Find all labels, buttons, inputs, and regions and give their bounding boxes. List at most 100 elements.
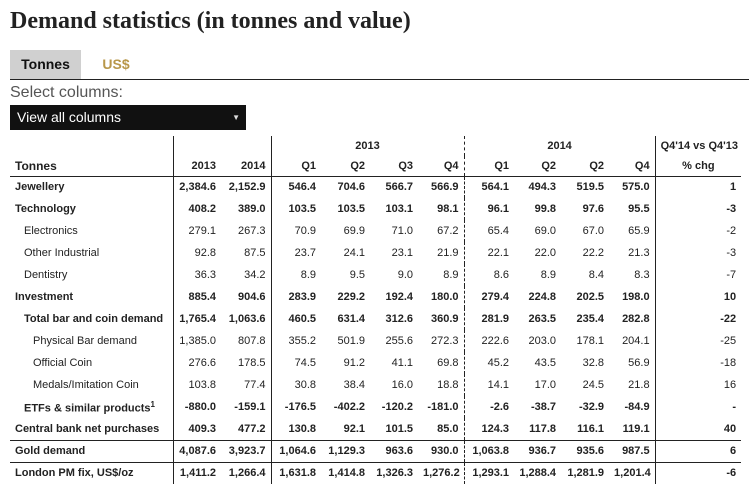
table-cell: 74.5	[270, 352, 321, 374]
row-label: Technology	[10, 198, 173, 220]
table-cell: 281.9	[463, 308, 515, 330]
table-cell: 130.8	[270, 418, 321, 440]
table-cell: 8.3	[634, 269, 650, 281]
table-cell: 1,326.3	[370, 461, 418, 484]
table-cell: 409.3	[172, 418, 221, 440]
table-cell: -32.9	[578, 401, 605, 413]
table-cell: 87.5	[244, 247, 266, 259]
table-cell: 21.9	[437, 247, 459, 259]
table-row: Physical Bar demand 1,385.0 807.8 355.2 501.…	[10, 330, 742, 352]
table-cell: 276.6	[172, 352, 221, 374]
table-cell: 807.8	[237, 335, 266, 347]
table-cell: 21.3	[628, 247, 650, 259]
table-cell: 222.6	[463, 330, 515, 352]
table-cell: 85.0	[437, 422, 459, 435]
table-cell: 97.6	[582, 203, 605, 215]
table-cell: 963.6	[370, 439, 418, 462]
table-cell: 389.0	[237, 203, 266, 215]
table-cell: 96.1	[463, 198, 515, 220]
table-cell: 8.4	[588, 269, 605, 281]
table-header-row-groups: 2013 2014 Q4'14 vs Q4'13	[10, 136, 742, 156]
table-cell: 1,063.8	[463, 439, 515, 462]
header-col: Q2	[561, 156, 610, 177]
footnote-marker: 1	[150, 399, 155, 409]
change-cell: -	[654, 396, 742, 418]
table-row: Total bar and coin demand 1,765.4 1,063.6 4…	[10, 308, 742, 330]
table-row: Central bank net purchases 409.3 477.2 130.…	[10, 418, 742, 440]
table-row: Other Industrial 92.8 87.5 23.7 24.1 23.1 21.9…	[10, 242, 742, 264]
header-col: Q2	[321, 156, 370, 177]
table-cell: 1,765.4	[172, 308, 221, 330]
header-row-label: Tonnes	[10, 156, 173, 177]
change-cell: 10	[654, 286, 742, 308]
row-label-text: Other Industrial	[24, 247, 100, 259]
table-cell: 22.2	[582, 247, 605, 259]
table-cell: 21.8	[628, 379, 650, 391]
row-label-text: Central bank net purchases	[15, 422, 160, 435]
row-label-text: Physical Bar demand	[33, 335, 137, 347]
table-cell: -880.0	[172, 396, 221, 418]
table-cell: -2.6	[463, 396, 515, 418]
table-cell: 1,276.2	[418, 461, 465, 484]
table-cell: 8.6	[463, 264, 515, 286]
tab-tonnes[interactable]: Tonnes	[10, 50, 81, 79]
table-cell: 178.5	[237, 357, 266, 369]
column-select[interactable]: View all columns ▼	[10, 105, 246, 130]
table-cell: 272.3	[431, 335, 459, 347]
table-cell: 23.7	[270, 242, 321, 264]
header-col: Q1	[463, 156, 515, 177]
tab-usd[interactable]: US$	[102, 56, 130, 72]
table-row: Investment 885.4 904.6 283.9 229.2 192.4 180.0…	[10, 286, 742, 308]
table-cell: 180.0	[431, 291, 459, 303]
table-cell: 501.9	[337, 335, 365, 347]
tab-divider	[10, 79, 749, 80]
table-cell: 1,064.6	[270, 439, 321, 462]
header-col: Q4	[609, 156, 656, 177]
table-cell: 119.1	[622, 422, 650, 435]
table-cell: 885.4	[172, 286, 221, 308]
table-cell: 203.0	[528, 335, 557, 347]
row-label-text: Official Coin	[33, 357, 93, 369]
table-cell: 519.5	[576, 181, 605, 194]
table-cell: 23.1	[391, 247, 413, 259]
table-cell: 1,385.0	[172, 330, 221, 352]
change-cell: 16	[654, 374, 742, 396]
row-label: ETFs & similar products1	[10, 396, 173, 418]
table-cell: 92.8	[172, 242, 221, 264]
column-select-value: View all columns	[17, 109, 122, 125]
table-cell: 224.8	[528, 291, 557, 303]
table-cell: 263.5	[528, 313, 557, 325]
table-cell: 936.7	[514, 439, 562, 462]
table-cell: 67.2	[437, 225, 459, 237]
row-label-text: Dentistry	[24, 269, 68, 281]
row-label: Official Coin	[10, 352, 173, 374]
header-col: 2013	[172, 156, 221, 177]
table-cell: 36.3	[172, 264, 221, 286]
page-title: Demand statistics (in tonnes and value)	[10, 8, 411, 34]
select-columns-label: Select columns:	[10, 84, 123, 101]
table-cell: 546.4	[270, 176, 321, 198]
table-cell: 16.0	[391, 379, 413, 391]
change-cell: -7	[654, 264, 742, 286]
table-cell: 65.9	[628, 225, 650, 237]
table-cell: 30.8	[270, 374, 321, 396]
table-cell: 235.4	[576, 313, 605, 325]
table-cell: -176.5	[270, 396, 321, 418]
header-change-line1: Q4'14 vs Q4'13	[654, 136, 742, 156]
header-group-2013: 2013	[270, 136, 465, 156]
table-cell: 103.8	[172, 374, 221, 396]
table-cell: 279.1	[172, 220, 221, 242]
table-row: Jewellery 2,384.6 2,152.9 546.4 704.6 566.7 56…	[10, 176, 742, 198]
table-row: Official Coin 276.6 178.5 74.5 91.2 41.1 69.8 4…	[10, 352, 742, 374]
table-cell: 14.1	[463, 374, 515, 396]
change-cell: -3	[654, 198, 742, 220]
row-label: London PM fix, US$/oz	[10, 461, 173, 484]
row-label: Investment	[10, 286, 173, 308]
table-cell: 18.8	[437, 379, 459, 391]
change-cell: -22	[654, 308, 742, 330]
table-cell: 477.2	[237, 422, 266, 435]
table-cell: 204.1	[622, 335, 650, 347]
table-cell: 355.2	[270, 330, 321, 352]
row-label: Jewellery	[10, 176, 173, 198]
row-label-text: ETFs & similar products	[24, 402, 151, 415]
